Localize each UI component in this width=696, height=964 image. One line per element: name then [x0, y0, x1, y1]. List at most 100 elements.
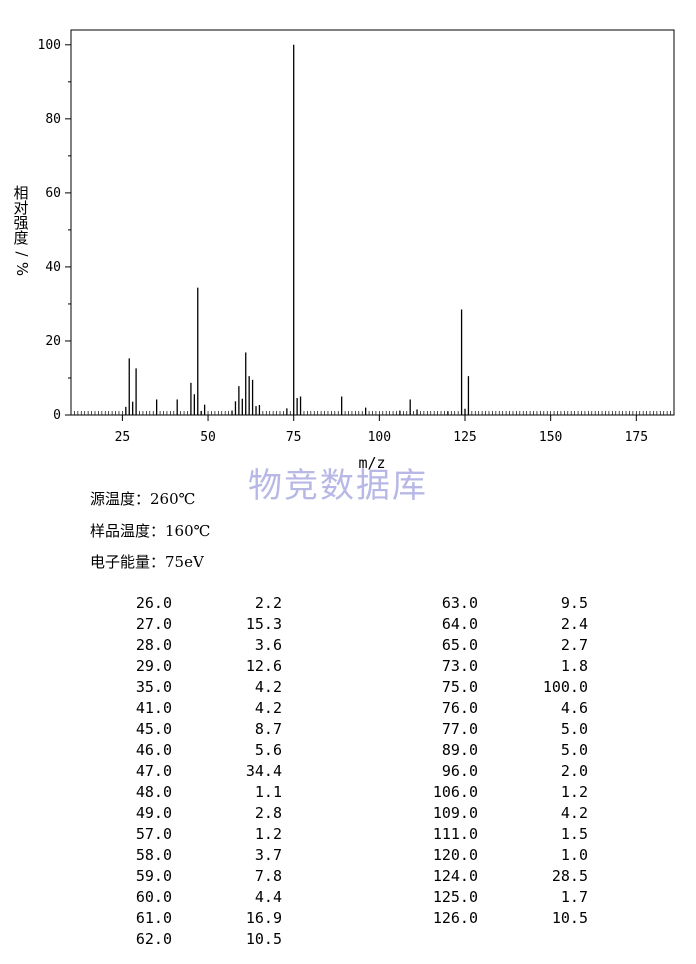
mz-value: 62.0: [135, 930, 172, 948]
mz-value: 60.0: [135, 888, 172, 906]
intensity-value: 12.6: [245, 657, 282, 675]
table-row: 64.0 2.4: [398, 614, 588, 635]
table-row: 124.0 28.5: [398, 866, 588, 887]
mz-value: 57.0: [135, 825, 172, 843]
y-tick-label: 0: [53, 408, 61, 423]
peak-table-left: 26.0 2.2 27.0 15.3 28.0 3.6 29.0 12.6 35.0 4.2 41.…: [92, 593, 282, 950]
x-tick-label: 175: [625, 430, 648, 445]
intensity-value: 4.2: [254, 678, 282, 696]
mz-value: 48.0: [135, 783, 172, 801]
table-row: 48.0 1.1: [92, 782, 282, 803]
intensity-value: 7.8: [254, 867, 282, 885]
y-tick-label: 40: [45, 260, 61, 275]
y-axis-ticks: 0 20 40 60 80 100: [38, 38, 71, 423]
mz-value: 46.0: [135, 741, 172, 759]
mz-value: 61.0: [135, 909, 172, 927]
table-row: 96.0 2.0: [398, 761, 588, 782]
intensity-value: 4.6: [560, 699, 588, 717]
mz-value: 26.0: [135, 594, 172, 612]
y-tick-label: 60: [45, 186, 61, 201]
watermark: 物竞数据库: [248, 466, 428, 506]
intensity-value: 10.5: [551, 909, 588, 927]
intensity-value: 9.5: [560, 594, 588, 612]
intensity-value: 1.2: [560, 783, 588, 801]
x-tick-label: 75: [286, 430, 302, 445]
sample-temperature: 样品温度：160℃: [90, 522, 211, 540]
mz-value: 124.0: [432, 867, 478, 885]
table-row: 28.0 3.6: [92, 635, 282, 656]
mz-value: 27.0: [135, 615, 172, 633]
mz-value: 35.0: [135, 678, 172, 696]
intensity-value: 28.5: [551, 867, 588, 885]
spectrum-peaks: [125, 44, 470, 415]
y-tick-label: 80: [45, 112, 61, 127]
mass-spectrum-chart: 25 50 75 100 125 150 175 0 20 40 60 80 100 m/z 相对强度…: [13, 29, 675, 472]
x-tick-label: 125: [453, 430, 476, 445]
table-row: 57.0 1.2: [92, 824, 282, 845]
table-row: 65.0 2.7: [398, 635, 588, 656]
mz-value: 73.0: [441, 657, 478, 675]
intensity-value: 2.8: [254, 804, 282, 822]
table-row: 27.0 15.3: [92, 614, 282, 635]
table-row: 106.0 1.2: [398, 782, 588, 803]
table-row: 41.0 4.2: [92, 698, 282, 719]
mz-value: 59.0: [135, 867, 172, 885]
intensity-value: 5.0: [560, 741, 588, 759]
intensity-value: 4.2: [254, 699, 282, 717]
intensity-value: 2.2: [254, 594, 282, 612]
mz-value: 96.0: [441, 762, 478, 780]
table-row: 76.0 4.6: [398, 698, 588, 719]
mz-value: 28.0: [135, 636, 172, 654]
mz-value: 47.0: [135, 762, 172, 780]
mz-value: 111.0: [432, 825, 478, 843]
table-row: 35.0 4.2: [92, 677, 282, 698]
x-tick-label: 100: [368, 430, 391, 445]
table-row: 58.0 3.7: [92, 845, 282, 866]
x-tick-label: 150: [539, 430, 562, 445]
table-row: 26.0 2.2: [92, 593, 282, 614]
mz-value: 49.0: [135, 804, 172, 822]
table-row: 60.0 4.4: [92, 887, 282, 908]
y-label-char: 度: [13, 229, 28, 247]
x-tick-label: 25: [115, 430, 131, 445]
intensity-value: 10.5: [245, 930, 282, 948]
mz-value: 76.0: [441, 699, 478, 717]
table-row: 63.0 9.5: [398, 593, 588, 614]
intensity-value: 2.7: [560, 636, 588, 654]
mz-value: 77.0: [441, 720, 478, 738]
table-row: 49.0 2.8: [92, 803, 282, 824]
table-row: 62.0 10.5: [92, 929, 282, 950]
table-row: 45.0 8.7: [92, 719, 282, 740]
table-row: 120.0 1.0: [398, 845, 588, 866]
y-tick-label: 20: [45, 334, 61, 349]
intensity-value: 1.8: [560, 657, 588, 675]
mz-value: 125.0: [432, 888, 478, 906]
intensity-value: 2.0: [560, 762, 588, 780]
table-row: 111.0 1.5: [398, 824, 588, 845]
intensity-value: 3.6: [254, 636, 282, 654]
mz-value: 58.0: [135, 846, 172, 864]
mz-value: 41.0: [135, 699, 172, 717]
y-label-char: 对: [13, 199, 28, 217]
x-minor-ticks: [70, 411, 675, 415]
intensity-value: 1.2: [254, 825, 282, 843]
mz-value: 45.0: [135, 720, 172, 738]
table-row: 89.0 5.0: [398, 740, 588, 761]
intensity-value: 1.0: [560, 846, 588, 864]
mz-value: 65.0: [441, 636, 478, 654]
mz-value: 89.0: [441, 741, 478, 759]
intensity-value: 2.4: [560, 615, 588, 633]
table-row: 125.0 1.7: [398, 887, 588, 908]
source-temperature: 源温度：260℃: [90, 490, 196, 508]
mz-value: 109.0: [432, 804, 478, 822]
x-axis-label: m/z: [358, 454, 385, 472]
table-row: 109.0 4.2: [398, 803, 588, 824]
plot-frame: [70, 29, 675, 416]
x-axis-ticks: 25 50 75 100 125 150 175: [115, 415, 648, 445]
y-label-char: 相: [13, 184, 28, 202]
mz-value: 64.0: [441, 615, 478, 633]
intensity-value: 1.1: [254, 783, 282, 801]
table-row: 46.0 5.6: [92, 740, 282, 761]
mz-value: 126.0: [432, 909, 478, 927]
